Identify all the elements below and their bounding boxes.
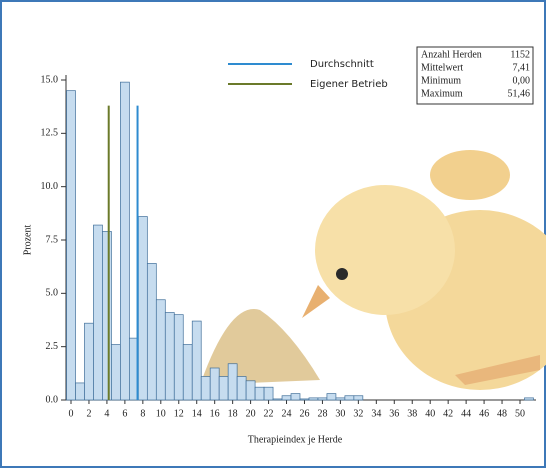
x-tick-label: 20 bbox=[246, 408, 256, 419]
x-tick-label: 0 bbox=[69, 408, 74, 419]
bar bbox=[524, 398, 533, 400]
y-tick-label: 2.5 bbox=[46, 341, 59, 352]
x-tick-label: 2 bbox=[86, 408, 91, 419]
x-tick-label: 16 bbox=[210, 408, 220, 419]
stats-label: Mittelwert bbox=[421, 62, 463, 73]
bar bbox=[264, 387, 273, 400]
x-tick-label: 22 bbox=[264, 408, 274, 419]
bar bbox=[345, 396, 354, 400]
bar bbox=[273, 399, 282, 400]
bar bbox=[219, 377, 228, 400]
bar bbox=[93, 225, 102, 400]
y-tick-label: 7.5 bbox=[46, 234, 59, 245]
y-tick-label: 10.0 bbox=[41, 181, 59, 192]
y-tick-label: 0.0 bbox=[46, 394, 59, 405]
x-tick-label: 40 bbox=[425, 408, 435, 419]
bar bbox=[354, 396, 363, 400]
bar bbox=[183, 345, 192, 400]
bar bbox=[192, 321, 201, 400]
legend-label: Eigener Betrieb bbox=[310, 79, 388, 90]
stats-label: Maximum bbox=[421, 88, 463, 99]
x-tick-label: 24 bbox=[282, 408, 292, 419]
bar bbox=[111, 345, 120, 400]
x-tick-label: 26 bbox=[299, 408, 309, 419]
x-tick-label: 44 bbox=[461, 408, 471, 419]
bar bbox=[282, 396, 291, 400]
stats-value: 7,41 bbox=[513, 62, 531, 73]
x-tick-label: 14 bbox=[192, 408, 202, 419]
y-axis-label: Prozent bbox=[22, 225, 33, 256]
y-tick-label: 5.0 bbox=[46, 288, 59, 299]
bar bbox=[67, 91, 76, 400]
bar bbox=[309, 398, 318, 400]
bar bbox=[102, 231, 111, 400]
legend-label: Durchschnitt bbox=[310, 59, 374, 70]
bar bbox=[255, 387, 264, 400]
bar bbox=[147, 263, 156, 400]
bar bbox=[201, 377, 210, 400]
bar bbox=[336, 398, 345, 400]
bar bbox=[300, 399, 309, 400]
bar bbox=[228, 364, 237, 400]
x-tick-label: 38 bbox=[407, 408, 417, 419]
bar bbox=[237, 377, 246, 400]
x-tick-label: 4 bbox=[104, 408, 109, 419]
y-tick-label: 12.5 bbox=[41, 128, 59, 139]
x-tick-label: 10 bbox=[156, 408, 166, 419]
bar bbox=[138, 217, 147, 400]
x-tick-label: 32 bbox=[353, 408, 363, 419]
bar bbox=[165, 313, 174, 400]
x-tick-label: 6 bbox=[122, 408, 127, 419]
stats-value: 51,46 bbox=[508, 88, 531, 99]
x-tick-label: 36 bbox=[389, 408, 399, 419]
x-tick-label: 50 bbox=[515, 408, 525, 419]
bar bbox=[318, 398, 327, 400]
x-tick-label: 34 bbox=[371, 408, 381, 419]
stats-value: 0,00 bbox=[513, 75, 531, 86]
chart: Prozent Therapieindex je Herde 0.0 2.5 5.0… bbox=[0, 0, 546, 468]
bar bbox=[327, 394, 336, 400]
bar bbox=[210, 368, 219, 400]
stats-label: Anzahl Herden bbox=[421, 49, 482, 60]
bar bbox=[75, 383, 84, 400]
x-tick-label: 30 bbox=[335, 408, 345, 419]
x-tick-label: 42 bbox=[443, 408, 453, 419]
bar bbox=[156, 300, 165, 400]
stats-value: 1152 bbox=[510, 49, 530, 60]
x-axis-label: Therapieindex je Herde bbox=[248, 434, 343, 445]
x-tick-label: 8 bbox=[140, 408, 145, 419]
x-tick-label: 12 bbox=[174, 408, 184, 419]
bar bbox=[120, 82, 129, 400]
x-tick-label: 28 bbox=[317, 408, 327, 419]
bar bbox=[174, 315, 183, 400]
stats-label: Minimum bbox=[421, 75, 461, 86]
bar bbox=[84, 323, 93, 400]
x-tick-label: 48 bbox=[497, 408, 507, 419]
y-tick-label: 15.0 bbox=[41, 74, 59, 85]
bar bbox=[246, 381, 255, 400]
x-tick-label: 18 bbox=[228, 408, 238, 419]
x-tick-label: 46 bbox=[479, 408, 489, 419]
bar bbox=[291, 394, 300, 400]
